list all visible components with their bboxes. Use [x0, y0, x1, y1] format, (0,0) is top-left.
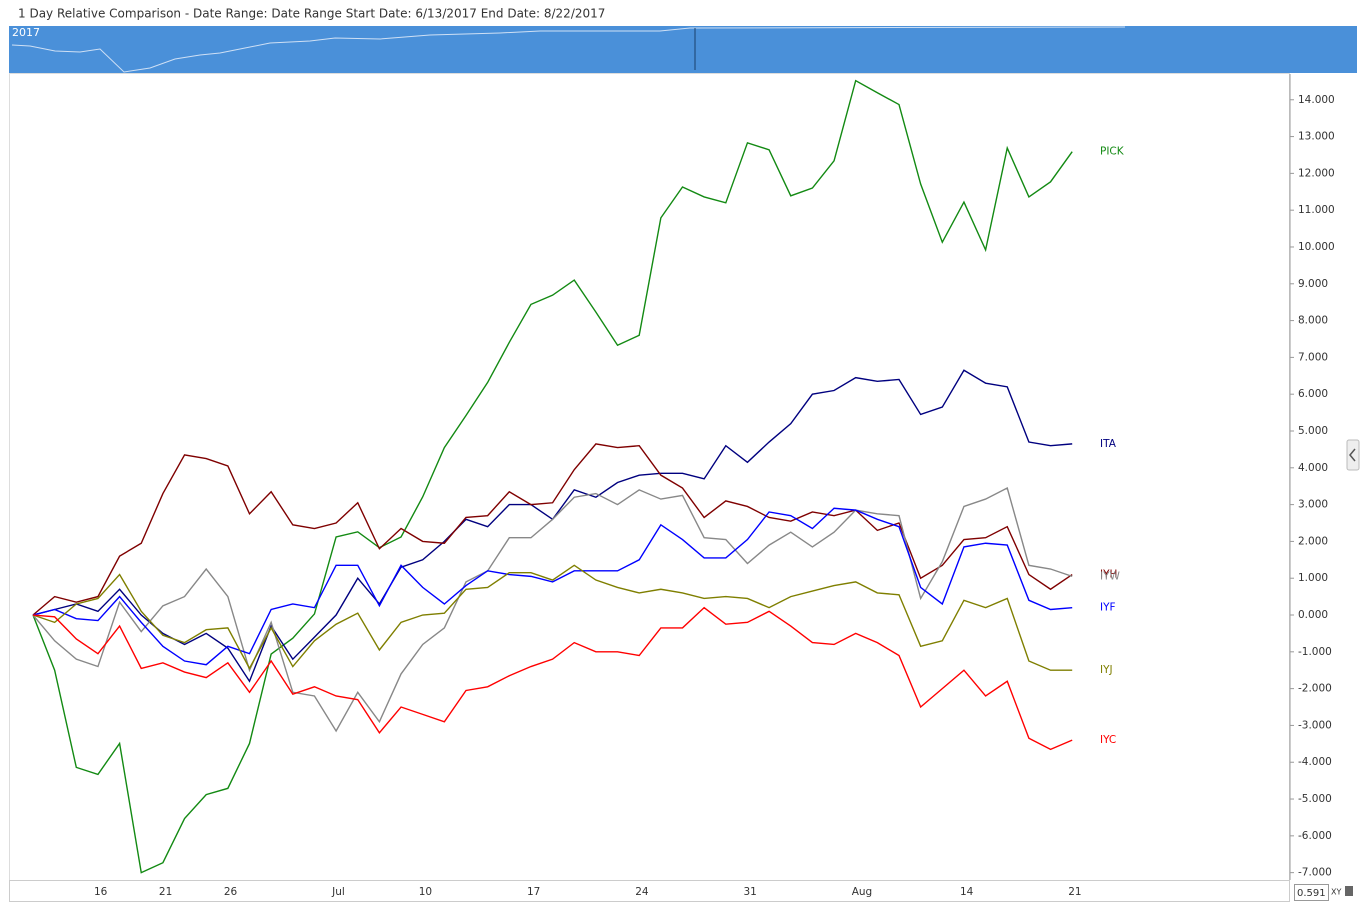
- y-tick-label: 8.000: [1298, 315, 1328, 327]
- y-tick-label: 6.000: [1298, 388, 1328, 400]
- y-tick-label: 3.000: [1298, 499, 1328, 511]
- navigator[interactable]: [9, 26, 1357, 73]
- x-tick-label: 16: [94, 886, 108, 898]
- series-label: IYC: [1100, 734, 1116, 746]
- x-tick-label: Aug: [852, 886, 873, 898]
- y-tick-label: -7.000: [1298, 867, 1332, 879]
- series-line: [32, 487, 1073, 733]
- y-tick-label: 1.000: [1298, 572, 1328, 584]
- series-label: IYH: [1100, 569, 1117, 581]
- y-tick-label: 4.000: [1298, 462, 1328, 474]
- series-line: [32, 507, 1073, 666]
- y-tick-label: -2.000: [1298, 683, 1332, 695]
- y-tick-label: 9.000: [1298, 278, 1328, 290]
- y-tick-label: -3.000: [1298, 719, 1332, 731]
- x-tick-label: 24: [635, 886, 649, 898]
- y-tick-label: 5.000: [1298, 425, 1328, 437]
- series-label: IYJ: [1100, 664, 1113, 676]
- mode-label[interactable]: XY: [1331, 888, 1341, 897]
- x-tick-label: 26: [224, 886, 238, 898]
- x-tick-label: 17: [527, 886, 540, 898]
- y-tick-label: 2.000: [1298, 535, 1328, 547]
- value-box: [1294, 884, 1329, 901]
- x-tick-label: 21: [159, 886, 172, 898]
- navigator-line: [11, 26, 1126, 73]
- series-label: PICK: [1100, 146, 1125, 158]
- mode-icon: [1345, 886, 1353, 896]
- series-line: [32, 443, 1073, 616]
- x-tick-label: 21: [1068, 886, 1081, 898]
- collapse-button[interactable]: [1346, 439, 1360, 471]
- y-tick-label: -5.000: [1298, 793, 1332, 805]
- x-axis-band: [9, 880, 1290, 902]
- x-tick-label: 31: [743, 886, 756, 898]
- y-tick-label: -4.000: [1298, 756, 1332, 768]
- series-label: ITA: [1100, 438, 1117, 450]
- series-line: [32, 606, 1073, 751]
- y-tick-label: 7.000: [1298, 351, 1328, 363]
- navigator-label: 2017: [12, 26, 40, 39]
- y-tick-label: -6.000: [1298, 830, 1332, 842]
- y-tick-label: 0.000: [1298, 609, 1328, 621]
- series-line: [32, 564, 1073, 671]
- y-tick-label: 12.000: [1298, 167, 1335, 179]
- value-readout: 0.591: [1297, 888, 1326, 899]
- y-tick-label: 10.000: [1298, 241, 1335, 253]
- x-tick-label: Jul: [331, 886, 345, 898]
- series-line: [32, 79, 1073, 874]
- collapse-icon: [1349, 448, 1356, 462]
- series-label: IYF: [1100, 602, 1116, 614]
- series-label: IYW: [1100, 570, 1121, 582]
- y-tick-label: -1.000: [1298, 646, 1332, 658]
- y-tick-label: 11.000: [1298, 204, 1335, 216]
- x-tick-label: 10: [419, 886, 432, 898]
- y-tick-label: 13.000: [1298, 131, 1335, 143]
- y-tick-label: 14.000: [1298, 94, 1335, 106]
- window-title: 1 Day Relative Comparison - Date Range: …: [18, 7, 605, 21]
- x-tick-label: 14: [960, 886, 974, 898]
